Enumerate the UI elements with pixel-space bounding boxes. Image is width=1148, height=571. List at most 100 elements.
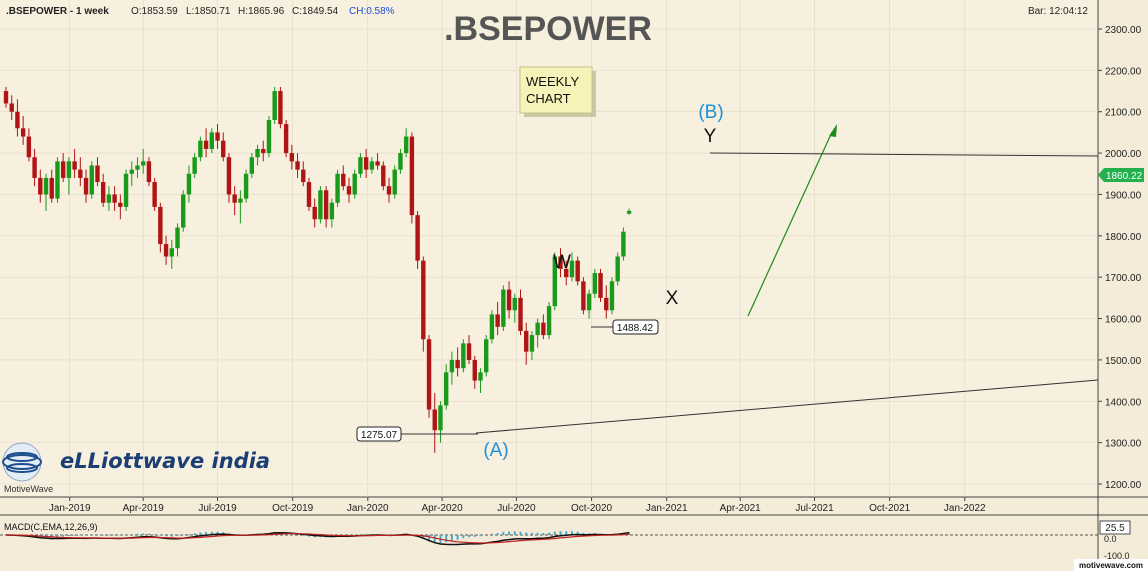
- candle[interactable]: [301, 161, 306, 187]
- candle[interactable]: [438, 401, 443, 443]
- candle[interactable]: [20, 115, 26, 145]
- candle[interactable]: [564, 260, 569, 286]
- candle[interactable]: [232, 186, 237, 216]
- candle[interactable]: [186, 165, 192, 203]
- candle[interactable]: [524, 322, 529, 365]
- candle[interactable]: [604, 285, 609, 319]
- candle[interactable]: [146, 157, 152, 187]
- candle[interactable]: [60, 153, 66, 183]
- candle[interactable]: [615, 252, 620, 286]
- candle[interactable]: [581, 277, 586, 315]
- candle[interactable]: [575, 256, 580, 286]
- candle[interactable]: [512, 293, 517, 323]
- candle[interactable]: [358, 153, 363, 178]
- candle[interactable]: [323, 186, 329, 228]
- candle[interactable]: [289, 144, 295, 170]
- candle[interactable]: [203, 128, 209, 158]
- candle[interactable]: [381, 161, 386, 191]
- candle[interactable]: [249, 153, 255, 178]
- candle[interactable]: [112, 186, 117, 211]
- candle[interactable]: [135, 157, 140, 178]
- candle[interactable]: [89, 161, 94, 199]
- candle[interactable]: [255, 144, 260, 166]
- candle[interactable]: [306, 177, 312, 211]
- candle[interactable]: [455, 347, 460, 377]
- candle[interactable]: [215, 124, 220, 149]
- candle[interactable]: [295, 153, 300, 178]
- candle[interactable]: [541, 314, 546, 340]
- candle[interactable]: [552, 252, 557, 311]
- candle[interactable]: [198, 136, 203, 162]
- candle[interactable]: [83, 169, 89, 203]
- candle[interactable]: [363, 148, 369, 178]
- candle[interactable]: [100, 173, 106, 207]
- candle[interactable]: [283, 120, 289, 158]
- candle[interactable]: [106, 186, 112, 211]
- candle[interactable]: [392, 165, 397, 199]
- candle[interactable]: [609, 277, 615, 315]
- candle[interactable]: [175, 223, 180, 257]
- candle[interactable]: [346, 177, 352, 203]
- candle[interactable]: [261, 140, 266, 162]
- candle[interactable]: [158, 202, 163, 253]
- projection-arrow-line[interactable]: [747, 131, 833, 317]
- candle[interactable]: [398, 148, 403, 174]
- support-trendline[interactable]: [475, 379, 1099, 434]
- candle[interactable]: [141, 148, 146, 174]
- candle[interactable]: [9, 95, 14, 120]
- candle[interactable]: [472, 355, 477, 389]
- candle[interactable]: [181, 190, 186, 232]
- candle[interactable]: [621, 227, 626, 261]
- candle[interactable]: [443, 364, 449, 410]
- candle[interactable]: [341, 165, 346, 191]
- candle[interactable]: [38, 169, 43, 203]
- candle[interactable]: [209, 128, 214, 154]
- candle[interactable]: [32, 148, 37, 187]
- candle[interactable]: [403, 128, 409, 158]
- candle[interactable]: [415, 211, 420, 269]
- candle[interactable]: [386, 177, 392, 203]
- candle[interactable]: [329, 198, 335, 228]
- candle[interactable]: [449, 351, 455, 385]
- candle[interactable]: [461, 339, 466, 373]
- candle[interactable]: [335, 169, 340, 207]
- candle[interactable]: [369, 157, 375, 174]
- candle[interactable]: [78, 157, 83, 187]
- candle[interactable]: [375, 153, 380, 170]
- candle[interactable]: [626, 208, 632, 215]
- candle[interactable]: [152, 177, 157, 211]
- candle[interactable]: [546, 302, 552, 340]
- candle[interactable]: [506, 281, 512, 319]
- candle[interactable]: [169, 239, 174, 269]
- candle[interactable]: [466, 335, 472, 365]
- candle[interactable]: [192, 153, 197, 178]
- candle[interactable]: [278, 86, 283, 129]
- candle[interactable]: [26, 128, 32, 162]
- candle[interactable]: [312, 198, 317, 228]
- candle[interactable]: [95, 157, 100, 187]
- candle[interactable]: [3, 86, 9, 108]
- candle[interactable]: [518, 289, 523, 336]
- candle[interactable]: [569, 252, 575, 282]
- candle[interactable]: [501, 285, 506, 331]
- candle[interactable]: [272, 86, 277, 125]
- candle[interactable]: [529, 330, 535, 360]
- candle[interactable]: [489, 310, 495, 344]
- candle[interactable]: [421, 256, 426, 352]
- candle[interactable]: [15, 99, 20, 137]
- candle[interactable]: [426, 335, 432, 418]
- candle[interactable]: [558, 248, 563, 278]
- candle[interactable]: [598, 268, 603, 302]
- candle[interactable]: [478, 368, 483, 393]
- candle[interactable]: [43, 173, 49, 211]
- candle[interactable]: [66, 157, 72, 195]
- candle[interactable]: [129, 161, 134, 187]
- candle[interactable]: [266, 115, 272, 158]
- candle[interactable]: [55, 157, 60, 203]
- candle[interactable]: [586, 289, 592, 319]
- candle[interactable]: [123, 169, 129, 211]
- candle[interactable]: [72, 148, 77, 178]
- candle[interactable]: [118, 194, 123, 220]
- candle[interactable]: [318, 186, 323, 224]
